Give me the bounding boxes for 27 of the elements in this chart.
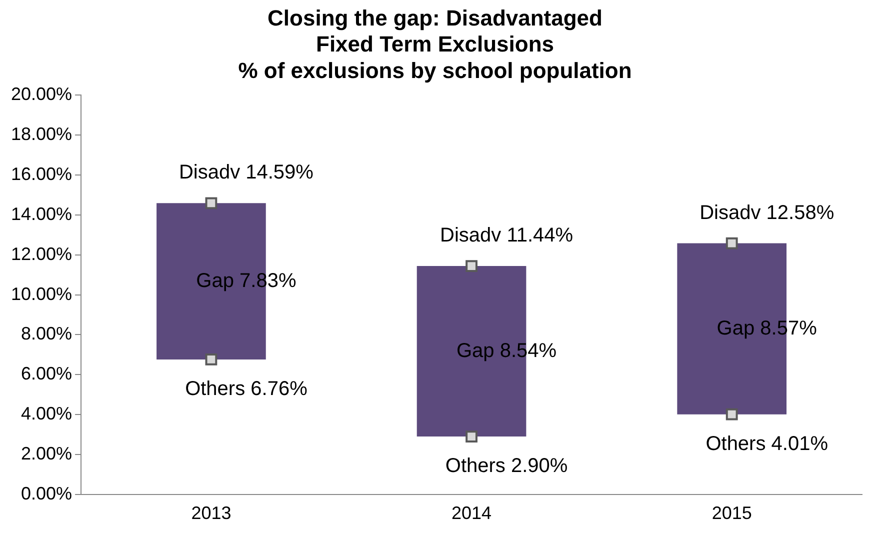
point bbox=[205, 197, 218, 210]
x-tick-label: 2013 bbox=[191, 503, 232, 524]
y-tick-label: 8.00% bbox=[21, 324, 72, 344]
data-label: Others 6.76% bbox=[185, 378, 308, 400]
y-tick-label: 12.00% bbox=[10, 244, 72, 264]
point bbox=[466, 260, 478, 272]
data-label: Others 4.01% bbox=[706, 432, 828, 455]
data-label: Disadv 14.59% bbox=[178, 162, 314, 184]
x-tick-label: 2015 bbox=[712, 503, 752, 524]
chart-title: Closing the gap: Disadvantaged Fixed Term Exclusions % of exclusions by school population bbox=[238, 5, 632, 84]
y-tick-label: 4.00% bbox=[21, 404, 72, 424]
y-tick-label: 14.00% bbox=[10, 204, 72, 224]
y-tick-label: 20.00% bbox=[10, 84, 72, 104]
point bbox=[466, 430, 478, 442]
y-tick-label: 18.00% bbox=[10, 124, 72, 144]
x-tick-label: 2014 bbox=[452, 503, 492, 524]
y-tick-label: 2.00% bbox=[21, 443, 72, 464]
point bbox=[726, 408, 738, 420]
y-tick-label: 16.00% bbox=[10, 164, 72, 184]
data-label: Others 2.90% bbox=[445, 455, 568, 478]
data-label: Disadv 12.58% bbox=[700, 202, 834, 224]
point bbox=[205, 354, 218, 366]
y-tick-label: 6.00% bbox=[21, 364, 72, 384]
y-tick-label: 10.00% bbox=[10, 284, 72, 304]
point bbox=[726, 237, 738, 250]
y-tick-label: 0.00% bbox=[21, 483, 72, 504]
data-label: Disadv 11.44% bbox=[440, 224, 574, 247]
